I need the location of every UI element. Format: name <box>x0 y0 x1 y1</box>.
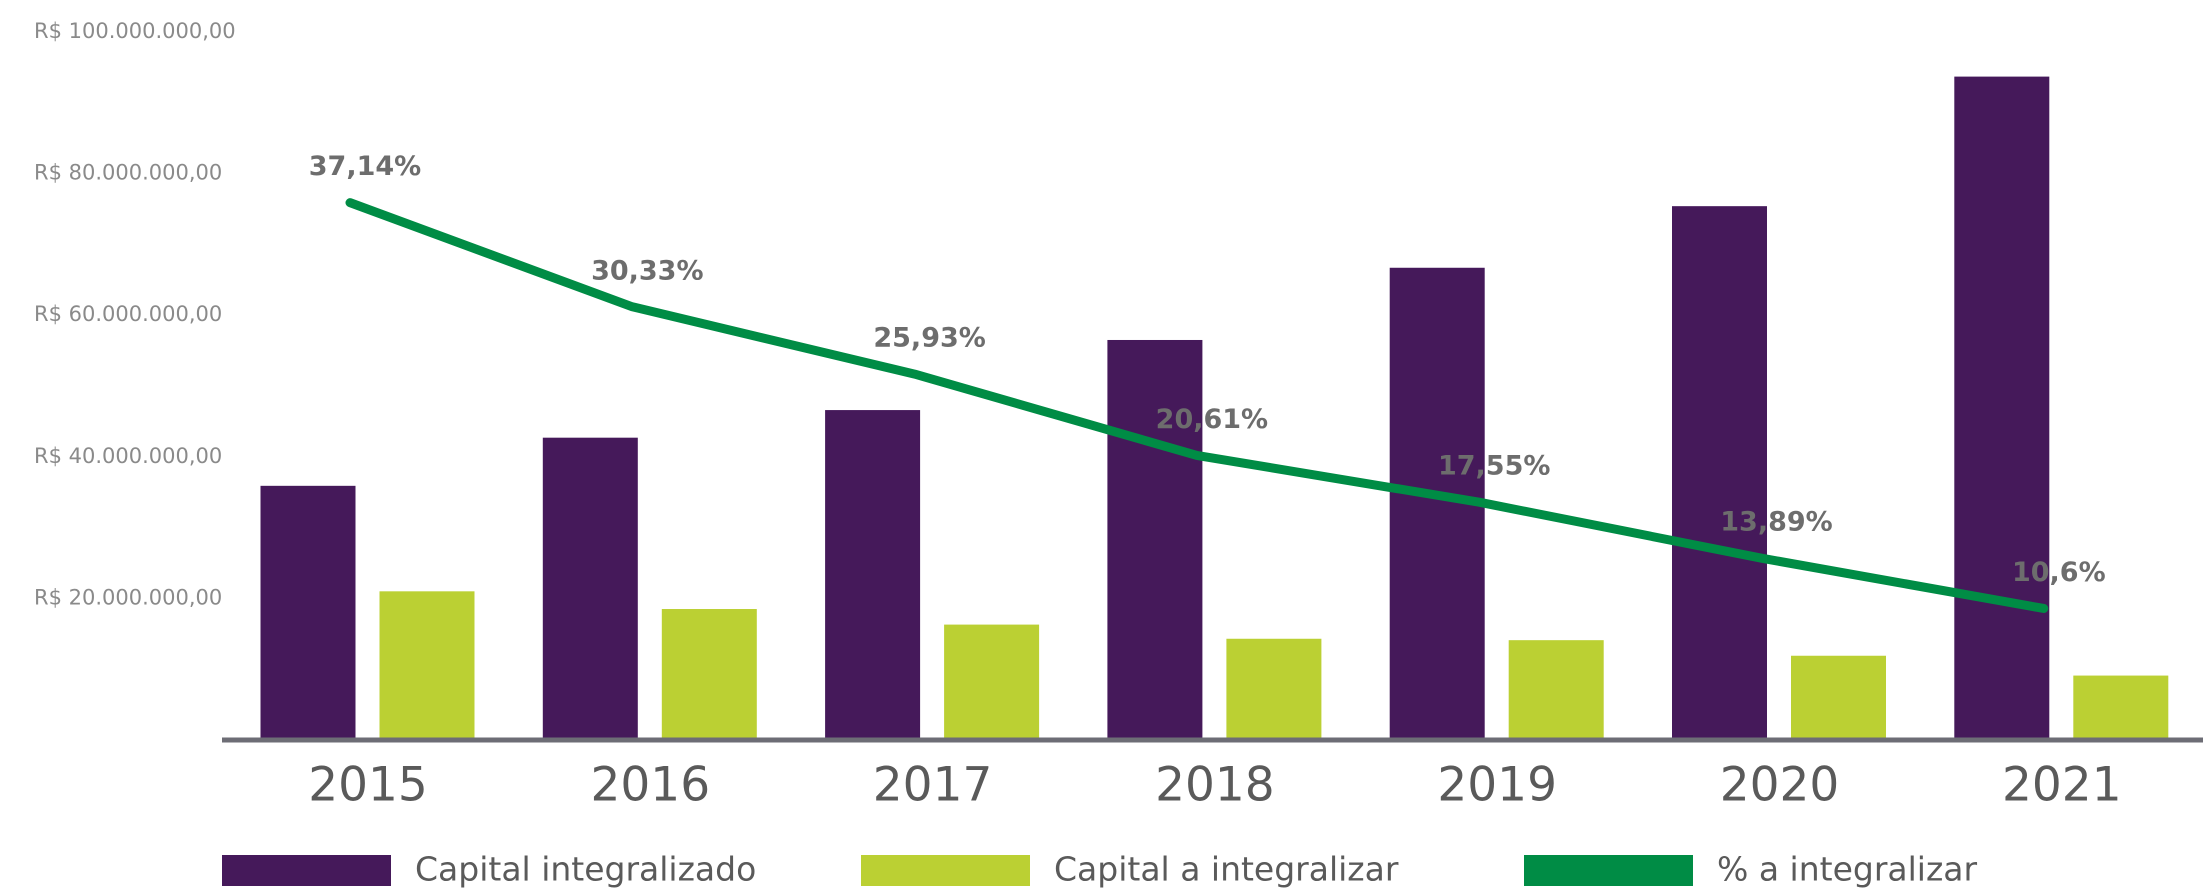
data-label: 37,14% <box>309 151 421 182</box>
y-tick-label: R$ 40.000.000,00 <box>34 444 222 468</box>
data-label: 30,33% <box>591 255 703 286</box>
bar <box>2073 675 2169 740</box>
y-tick-label: R$ 80.000.000,00 <box>34 161 222 185</box>
data-label: 25,93% <box>873 323 985 354</box>
x-tick-label: 2019 <box>1437 758 1557 813</box>
x-tick-label: 2020 <box>1720 758 1840 813</box>
bar <box>1954 76 2050 740</box>
data-label: 17,55% <box>1438 451 1550 482</box>
bar <box>1226 638 1322 740</box>
bar <box>1107 339 1203 740</box>
y-tick-label: R$ 100.000.000,00 <box>34 19 236 43</box>
data-label: 10,6% <box>2012 557 2106 588</box>
y-tick-label: R$ 60.000.000,00 <box>34 302 222 326</box>
bar <box>379 591 475 740</box>
bar <box>944 624 1040 740</box>
line <box>345 198 2049 613</box>
bar <box>542 437 638 740</box>
legend-swatch <box>861 855 1030 886</box>
x-tick-label: 2017 <box>873 758 993 813</box>
legend-label: % a integralizar <box>1717 850 1978 889</box>
legend-swatch <box>222 855 391 886</box>
data-label: 20,61% <box>1156 404 1268 435</box>
y-tick-label: R$ 20.000.000,00 <box>34 585 222 609</box>
legend-swatch <box>1524 855 1693 886</box>
x-tick-label: 2018 <box>1155 758 1275 813</box>
x-tick-label: 2021 <box>2002 758 2122 813</box>
bar <box>1508 640 1604 740</box>
x-tick-label: 2015 <box>308 758 428 813</box>
bar <box>260 485 356 740</box>
bar <box>1672 206 1767 741</box>
legend-label: Capital integralizado <box>415 850 756 889</box>
bar <box>1791 655 1886 740</box>
bar <box>825 410 921 740</box>
x-tick-label: 2016 <box>590 758 710 813</box>
bar <box>661 609 757 740</box>
data-label: 13,89% <box>1720 507 1832 538</box>
legend-label: Capital a integralizar <box>1054 850 1399 889</box>
